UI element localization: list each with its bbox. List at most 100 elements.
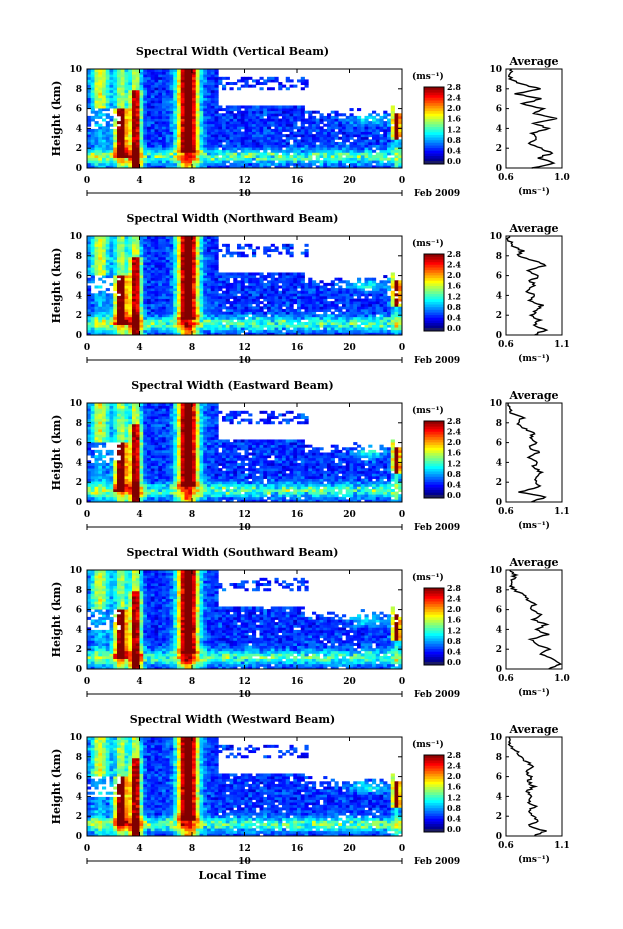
heatmap-cell: [398, 306, 403, 310]
heatmap-cell: [285, 314, 290, 318]
heatmap-cell: [94, 246, 99, 250]
heatmap-cell: [330, 288, 335, 292]
heatmap-cell: [353, 149, 358, 153]
heatmap-cell: [117, 157, 122, 161]
heatmap-cell: [109, 92, 114, 96]
heatmap-cell: [90, 141, 95, 145]
heatmap-cell: [90, 69, 95, 73]
heatmap-cell: [304, 308, 309, 312]
heatmap-cell: [128, 269, 133, 273]
heatmap-cell: [233, 115, 238, 119]
heatmap-cell: [312, 280, 317, 284]
heatmap-cell: [139, 282, 144, 286]
heatmap-cell: [98, 82, 103, 86]
heatmap-cell: [169, 102, 174, 106]
heatmap-cell: [334, 288, 339, 292]
heatmap-cell: [237, 141, 242, 145]
heatmap-cell: [252, 301, 257, 305]
heatmap-cell: [390, 303, 395, 307]
heatmap-cell: [87, 238, 92, 242]
heatmap-cell: [357, 314, 362, 318]
heatmap-cell: [312, 306, 317, 310]
heatmap-cell: [120, 327, 125, 331]
heatmap-cell: [177, 311, 182, 315]
heatmap-cell: [237, 134, 242, 138]
heatmap-cell: [154, 92, 159, 96]
heatmap-cell: [124, 162, 129, 166]
x-tick-label: 20: [343, 343, 356, 353]
colorbar-segment: [424, 322, 444, 326]
colorbar-underflow: [424, 161, 444, 164]
heatmap-cell: [117, 327, 122, 331]
heatmap-cell: [169, 314, 174, 318]
heatmap-cell: [132, 76, 137, 80]
heatmap-cell: [207, 264, 212, 268]
heatmap-cell: [297, 303, 302, 307]
heatmap-cell: [124, 76, 129, 80]
heatmap-cell: [90, 238, 95, 242]
heatmap-cell: [259, 329, 264, 333]
heatmap-cell: [252, 282, 257, 286]
heatmap-cell: [154, 311, 159, 315]
heatmap-cell: [263, 152, 268, 156]
heatmap-cell: [147, 249, 152, 253]
heatmap-cell: [315, 121, 320, 125]
heatmap-cell: [233, 139, 238, 143]
heatmap-cell: [135, 280, 140, 284]
heatmap-cell: [135, 113, 140, 117]
heatmap-cell: [135, 139, 140, 143]
heatmap-cell: [210, 243, 215, 247]
heatmap-cell: [398, 131, 403, 135]
heatmap-cell: [308, 162, 313, 166]
profile-y-tick-label: 4: [496, 291, 502, 301]
heatmap-cell: [124, 311, 129, 315]
heatmap-cell: [210, 105, 215, 109]
heatmap-cell: [218, 128, 223, 132]
heatmap-cell: [162, 277, 167, 281]
heatmap-cell: [229, 303, 234, 307]
heatmap-cell: [270, 147, 275, 151]
heatmap-cell: [143, 295, 148, 299]
heatmap-cell: [173, 329, 178, 333]
heatmap-cell: [398, 123, 403, 127]
heatmap-cell: [154, 108, 159, 112]
heatmap-cell: [244, 285, 249, 289]
heatmap-cell: [117, 251, 122, 255]
heatmap-cell: [364, 128, 369, 132]
heatmap-cell: [184, 280, 189, 284]
heatmap-cell: [345, 128, 350, 132]
heatmap-cell: [135, 89, 140, 93]
heatmap-cell: [105, 102, 110, 106]
heatmap-cell: [394, 316, 399, 320]
heatmap-cell: [184, 76, 189, 80]
heatmap-cell: [368, 152, 373, 156]
heatmap-cell: [90, 332, 95, 336]
heatmap-cell: [162, 79, 167, 83]
heatmap-cell: [267, 316, 272, 320]
heatmap-cell: [293, 121, 298, 125]
heatmap-cell: [207, 288, 212, 292]
heatmap-cell: [218, 301, 223, 305]
heatmap-cell: [315, 306, 320, 310]
heatmap-cell: [278, 105, 283, 109]
heatmap-cell: [199, 301, 204, 305]
heatmap-cell: [278, 82, 283, 86]
heatmap-cell: [233, 121, 238, 125]
heatmap-cell: [199, 89, 204, 93]
heatmap-cell: [90, 254, 95, 258]
heatmap-cell: [315, 293, 320, 297]
heatmap-cell: [323, 319, 328, 323]
heatmap-cell: [353, 290, 358, 294]
heatmap-cell: [113, 298, 118, 302]
heatmap-cell: [135, 269, 140, 273]
heatmap-cell: [113, 238, 118, 242]
heatmap-cell: [327, 118, 332, 122]
heatmap-cell: [300, 115, 305, 119]
heatmap-cell: [338, 136, 343, 140]
heatmap-cell: [173, 290, 178, 294]
heatmap-cell: [255, 121, 260, 125]
heatmap-cell: [244, 76, 249, 80]
heatmap-cell: [105, 262, 110, 266]
heatmap-cell: [222, 84, 227, 88]
heatmap-cell: [113, 243, 118, 247]
